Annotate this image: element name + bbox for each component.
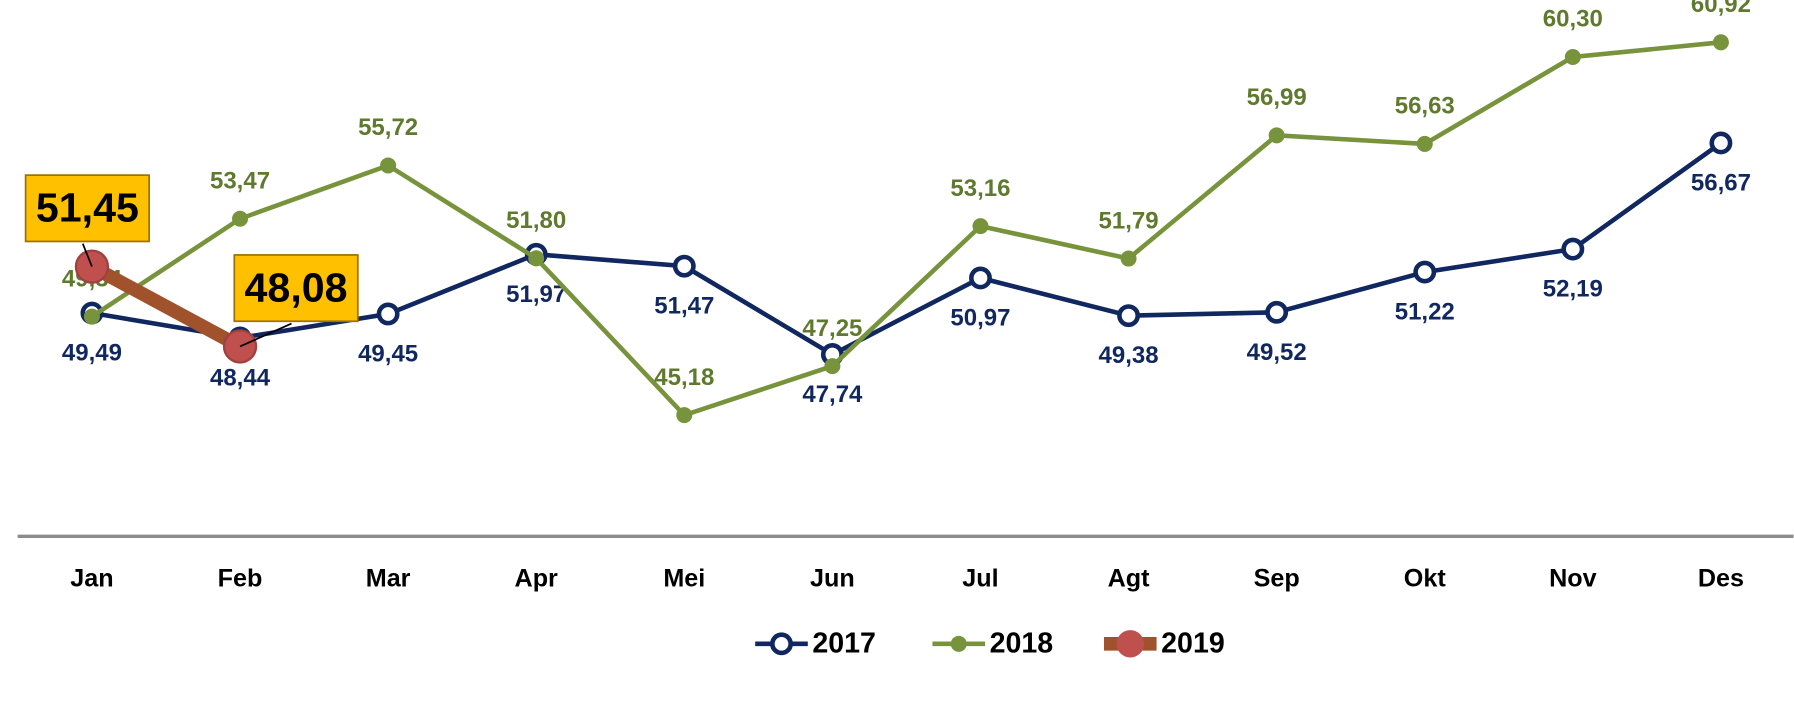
data-label: 55,72 <box>358 114 418 141</box>
marker <box>676 407 693 424</box>
legend-marker <box>770 632 793 656</box>
marker <box>380 157 397 174</box>
x-tick-label: Okt <box>1404 564 1447 592</box>
data-label: 53,47 <box>210 168 270 195</box>
legend-label: 2017 <box>812 628 876 660</box>
legend-marker <box>1116 630 1145 658</box>
x-tick-label: Feb <box>218 564 263 592</box>
data-label: 51,79 <box>1099 207 1159 234</box>
x-tick-label: Jun <box>810 564 855 592</box>
label-box <box>233 254 359 323</box>
x-tick-label: Agt <box>1108 564 1151 592</box>
series-line <box>90 40 1722 418</box>
data-label: 47,74 <box>802 381 863 408</box>
series-line <box>88 260 244 353</box>
marker <box>1265 300 1289 324</box>
marker <box>1268 127 1285 144</box>
leader <box>239 322 292 348</box>
marker <box>1416 135 1433 152</box>
marker <box>672 254 696 278</box>
marker <box>1561 237 1585 261</box>
x-tick-label: Jan <box>70 564 113 592</box>
data-label: 45,18 <box>654 364 714 391</box>
x-tick-label: Des <box>1698 564 1744 592</box>
marker <box>824 358 841 375</box>
marker <box>1413 260 1437 284</box>
data-label: 51,47 <box>654 293 714 320</box>
data-label: 49,38 <box>1099 342 1159 369</box>
data-label: 51,45 <box>36 184 139 230</box>
label-box <box>24 174 150 243</box>
data-label: 50,97 <box>950 304 1010 331</box>
marker <box>969 266 992 290</box>
x-tick-label: Jul <box>962 564 998 592</box>
data-label: 47,25 <box>802 315 862 342</box>
x-tick-label: Nov <box>1549 564 1597 592</box>
leader <box>81 243 93 267</box>
marker <box>972 218 989 235</box>
x-tick-label: Sep <box>1254 564 1300 592</box>
x-tick-label: Apr <box>515 564 559 592</box>
data-label: 56,67 <box>1691 169 1751 196</box>
data-label: 48,44 <box>210 364 271 391</box>
data-label: 52,19 <box>1543 276 1603 303</box>
marker <box>1117 304 1141 328</box>
legend-label: 2018 <box>990 628 1054 660</box>
legend-label: 2019 <box>1161 628 1225 660</box>
data-label: 60,30 <box>1543 6 1603 33</box>
data-label: 56,99 <box>1247 84 1307 111</box>
legend-marker <box>950 635 967 652</box>
marker <box>1712 34 1729 51</box>
marker <box>528 250 545 267</box>
x-tick-label: Mar <box>366 564 411 592</box>
x-tick-label: Mei <box>663 564 705 592</box>
data-label: 48,08 <box>245 264 348 310</box>
data-label: 60,92 <box>1691 0 1751 18</box>
marker <box>232 210 249 227</box>
data-label: 49,49 <box>62 340 122 367</box>
marker <box>1120 250 1137 267</box>
marker <box>376 302 400 326</box>
marker <box>83 308 100 325</box>
data-label: 51,80 <box>506 207 566 234</box>
data-label: 51,97 <box>506 281 566 308</box>
series-line <box>91 141 1723 358</box>
data-label: 56,63 <box>1395 93 1455 120</box>
data-label: 53,16 <box>950 175 1010 202</box>
marker <box>1709 131 1733 155</box>
data-label: 49,45 <box>358 340 418 367</box>
marker <box>1564 48 1581 66</box>
data-label: 51,22 <box>1395 299 1455 326</box>
data-label: 49,52 <box>1247 339 1307 366</box>
